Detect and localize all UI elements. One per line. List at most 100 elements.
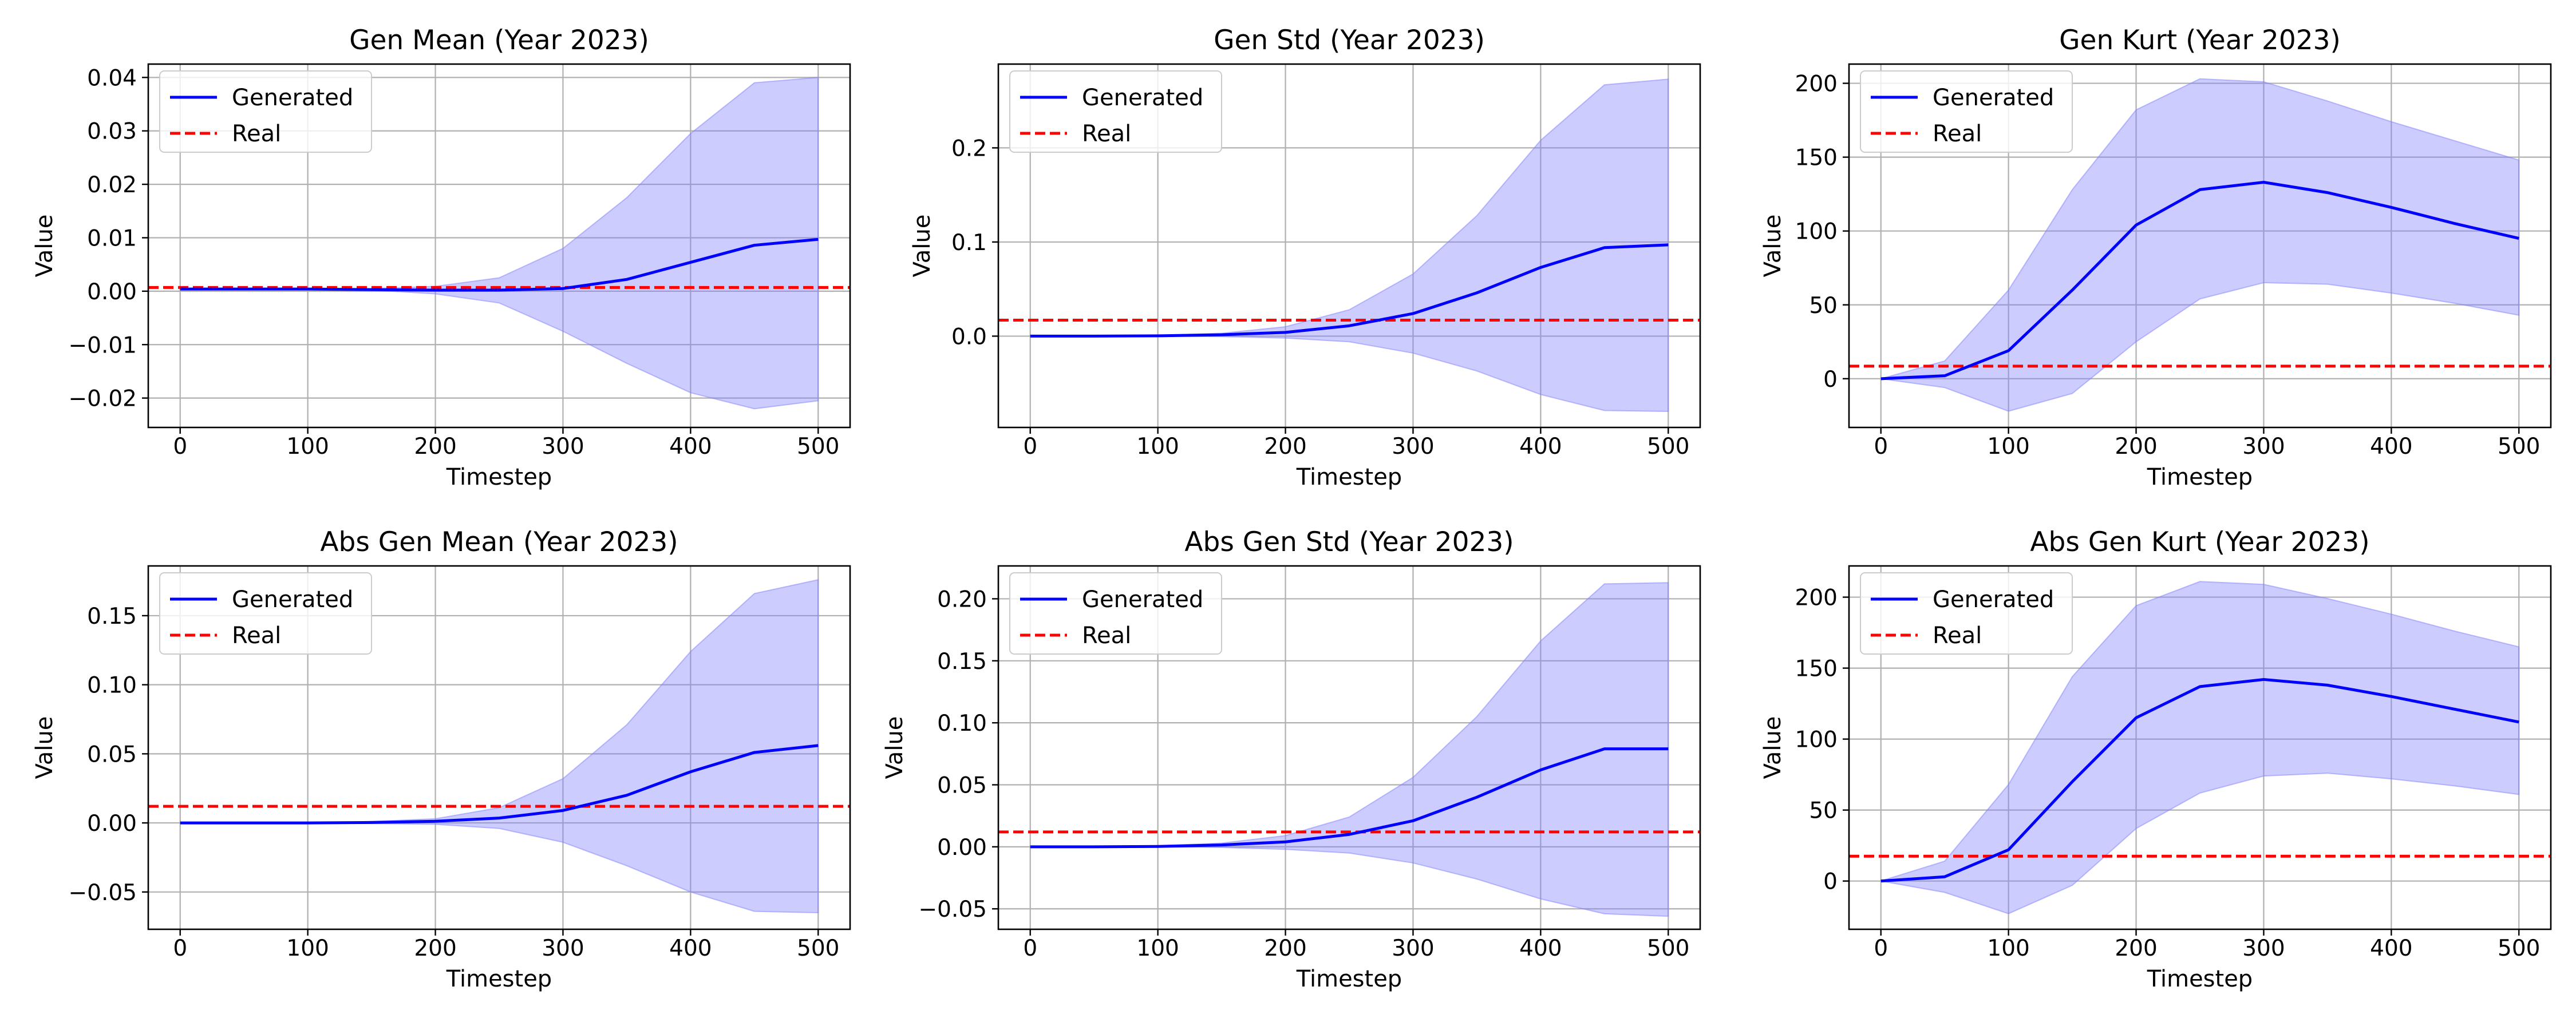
y-tick-label: −0.05 [68, 880, 137, 906]
x-tick-label: 0 [1023, 936, 1037, 961]
x-axis-label: Timestep [2147, 464, 2253, 490]
chart-title: Abs Gen Std (Year 2023) [1184, 526, 1514, 558]
legend-box [159, 70, 372, 153]
legend-generated-label: Generated [1082, 85, 1203, 111]
plot-content [998, 582, 1700, 917]
y-tick-label: 0.00 [87, 279, 137, 305]
x-tick-label: 300 [2242, 434, 2285, 459]
legend: Generated Real [1009, 572, 1222, 655]
legend: Generated Real [1009, 70, 1222, 153]
x-tick-label: 100 [1987, 434, 2029, 459]
x-tick-label: 300 [2242, 936, 2285, 961]
legend: Generated Real [159, 70, 372, 153]
y-tick-label: 0.05 [87, 742, 137, 767]
y-axis-label: Value [882, 716, 908, 779]
x-tick-label: 100 [1136, 936, 1179, 961]
x-tick-label: 0 [173, 434, 187, 459]
x-tick-label: 300 [542, 434, 584, 459]
generated-series-line [180, 744, 819, 825]
legend-box [1860, 572, 2073, 655]
generated-series-line [1030, 747, 1669, 849]
x-axis-label: Timestep [1296, 966, 1402, 992]
x-tick-label: 400 [2370, 434, 2412, 459]
panel-5: 0 100 200 300 400 500 −0.05 0.00 0.05 0.10 0.15 0.2… [882, 526, 1701, 992]
generated-series-line [1030, 243, 1669, 338]
x-tick-label: 300 [1392, 936, 1434, 961]
y-tick-label: 200 [1795, 585, 1838, 611]
x-tick-label: 500 [2498, 936, 2540, 961]
y-tick-label: 200 [1795, 72, 1838, 97]
panel-6: 0 100 200 300 400 500 0 50 100 150 200 Abs Gen Kurt… [1760, 526, 2552, 992]
y-tick-label: 0.15 [87, 604, 137, 629]
plot-content [148, 77, 850, 410]
x-tick-label: 100 [1987, 936, 2029, 961]
legend-real-label: Real [1082, 121, 1131, 147]
y-tick-label: 0.15 [937, 649, 987, 675]
legend-generated-label: Generated [1933, 587, 2054, 613]
panel-4: 0 100 200 300 400 500 −0.05 0.00 0.05 0.10 0.15 Abs… [31, 526, 851, 992]
generated-series-line [180, 237, 819, 292]
legend-real-label: Real [232, 121, 281, 147]
legend-box [1009, 70, 1222, 153]
x-tick-label: 400 [669, 434, 712, 459]
x-tick-label: 0 [1023, 434, 1037, 459]
y-tick-label: 150 [1795, 656, 1838, 682]
x-axis-label: Timestep [1296, 464, 1402, 490]
y-axis-label: Value [31, 215, 58, 278]
y-tick-label: 100 [1795, 727, 1838, 753]
plot-content [998, 78, 1700, 413]
axes-frame [147, 63, 851, 429]
y-tick-label: 0.02 [87, 172, 137, 198]
y-tick-label: 0.2 [951, 136, 987, 161]
x-tick-label: 200 [1264, 434, 1306, 459]
y-tick-label: 0 [1823, 367, 1838, 393]
axes-frame [1848, 63, 2552, 429]
y-tick-label: −0.02 [68, 386, 137, 412]
y-axis-label: Value [1760, 215, 1786, 278]
legend-box [1860, 70, 2073, 153]
y-axis-label: Value [1760, 716, 1786, 779]
y-tick-label: 0.10 [87, 673, 137, 699]
axes-frame [147, 565, 851, 930]
x-tick-label: 500 [1647, 936, 1689, 961]
axes-frame [997, 63, 1701, 429]
x-tick-label: 200 [414, 434, 456, 459]
y-tick-label: 0 [1823, 869, 1838, 895]
x-tick-label: 100 [286, 936, 329, 961]
x-tick-label: 300 [1392, 434, 1434, 459]
panel-3: 0 100 200 300 400 500 0 50 100 150 200 Gen Kurt (Ye… [1760, 25, 2552, 490]
y-tick-label: 50 [1809, 293, 1838, 319]
y-tick-label: 50 [1809, 798, 1838, 824]
generated-series-line [1880, 181, 2519, 381]
legend-generated-label: Generated [232, 85, 353, 111]
y-tick-label: −0.05 [918, 897, 987, 922]
x-tick-label: 200 [1264, 936, 1306, 961]
x-axis-label: Timestep [2147, 966, 2253, 992]
y-tick-label: 0.0 [951, 324, 987, 350]
x-tick-label: 500 [1647, 434, 1689, 459]
x-tick-label: 400 [669, 936, 712, 961]
x-tick-label: 100 [286, 434, 329, 459]
x-tick-label: 100 [1136, 434, 1179, 459]
y-tick-label: −0.01 [68, 332, 137, 358]
x-tick-label: 300 [542, 936, 584, 961]
x-tick-label: 200 [414, 936, 456, 961]
y-tick-label: 0.00 [87, 811, 137, 837]
legend-generated-label: Generated [232, 587, 353, 613]
y-axis-label: Value [31, 716, 58, 779]
y-tick-label: 0.00 [937, 835, 987, 861]
y-axis-label: Value [909, 215, 935, 278]
generated-series-line [1880, 678, 2519, 883]
y-tick-label: 100 [1795, 219, 1838, 245]
chart-title: Abs Gen Mean (Year 2023) [320, 526, 678, 558]
chart-title: Gen Kurt (Year 2023) [2059, 25, 2341, 56]
x-tick-label: 200 [2115, 434, 2157, 459]
legend-generated-label: Generated [1933, 85, 2054, 111]
legend-real-label: Real [1933, 121, 1982, 147]
panel-2: 0 100 200 300 400 500 0.0 0.1 0.2 Gen Std (Year 2… [909, 25, 1701, 490]
legend: Generated Real [1860, 572, 2073, 655]
y-tick-label: 0.01 [87, 225, 137, 251]
axes-frame [1848, 565, 2552, 930]
plot-content [148, 579, 850, 914]
